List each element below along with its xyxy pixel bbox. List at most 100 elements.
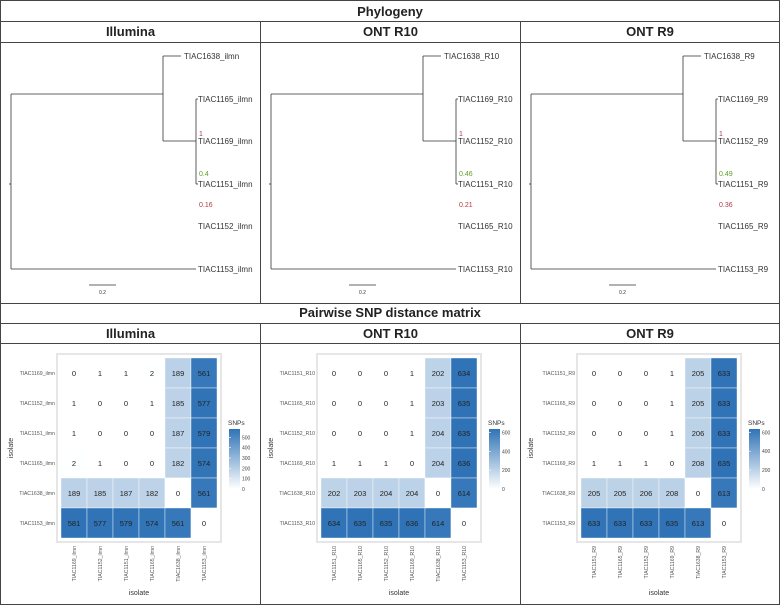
matrix-cell xyxy=(372,507,400,539)
tree-column-title: ONT R10 xyxy=(363,24,418,39)
matrix-cell xyxy=(86,417,114,449)
matrix-y-axis-title: isolate xyxy=(528,438,535,458)
matrix-cell-value: 0 xyxy=(618,399,622,408)
tree-leaf-label: TIAC1151_R9 xyxy=(718,180,769,189)
legend-colorbar xyxy=(749,429,760,489)
matrix-cell-value: 0 xyxy=(358,369,362,378)
tree-leaf-label: TIAC1153_R10 xyxy=(458,265,513,274)
matrix-cell xyxy=(164,387,192,419)
matrix-cell-value: 579 xyxy=(198,429,211,438)
matrix-cell-value: 1 xyxy=(644,459,648,468)
matrix-cell-value: 633 xyxy=(614,519,627,528)
tree-support-value: 0.4 xyxy=(199,171,209,178)
matrix-row-label: TIAC1153_ilmn xyxy=(20,521,55,527)
matrix-cell xyxy=(658,507,686,539)
tree-leaf-label: TIAC1152_ilmn xyxy=(198,222,253,231)
matrix-cell-value: 0 xyxy=(644,429,648,438)
tree-leaf-label: TIAC1638_R10 xyxy=(444,52,500,61)
matrix-cell-value: 635 xyxy=(718,459,731,468)
matrix-cell xyxy=(190,507,218,539)
snp-matrix-ont-r9: 0 0 0 1 205 633 0 0 0 1 205 633 0 0 0 1 206 633 1 1 1 0 208 635… xyxy=(528,353,771,597)
matrix-cell-value: 0 xyxy=(98,429,102,438)
matrix-cell-value: 636 xyxy=(458,459,471,468)
matrix-cell-value: 205 xyxy=(588,489,601,498)
matrix-cell-value: 0 xyxy=(618,369,622,378)
divider xyxy=(260,21,261,303)
legend-title: SNPs xyxy=(488,420,505,427)
matrix-cell-value: 635 xyxy=(354,519,367,528)
matrix-row-label: TIAC1169_R10 xyxy=(280,461,315,467)
matrix-cell-value: 1 xyxy=(384,459,388,468)
matrix-cell xyxy=(320,417,348,449)
matrix-cell-value: 0 xyxy=(150,459,154,468)
tree-support-value: 1 xyxy=(719,131,723,138)
matrix-cell xyxy=(86,507,114,539)
matrix-cell xyxy=(658,447,686,479)
matrix-cell-value: 1 xyxy=(358,459,362,468)
matrix-cell-value: 189 xyxy=(68,489,81,498)
matrix-cell xyxy=(60,357,88,389)
matrix-row-label: TIAC1169_ilmn xyxy=(20,371,55,377)
tree-support-value: 0.21 xyxy=(459,202,473,209)
matrix-col-label: TIAC1165_R10 xyxy=(358,546,364,581)
matrix-cell-value: 0 xyxy=(592,429,596,438)
tree-support-value: 0.49 xyxy=(719,171,733,178)
matrix-cell xyxy=(60,507,88,539)
matrix-cell-value: 0 xyxy=(618,429,622,438)
matrix-cell xyxy=(346,417,374,449)
matrix-cell-value: 1 xyxy=(98,369,102,378)
matrix-cell-value: 205 xyxy=(692,369,705,378)
tree-leaf-label: TIAC1153_ilmn xyxy=(198,265,253,274)
legend-tick-label: 200 xyxy=(762,468,771,474)
matrix-col-label: TIAC1638_R9 xyxy=(696,546,702,579)
matrix-cell-value: 633 xyxy=(588,519,601,528)
matrix-cell xyxy=(398,417,426,449)
matrix-cell-value: 182 xyxy=(146,489,159,498)
legend-tick-label: 400 xyxy=(762,449,771,455)
matrix-col-label: TIAC1169_ilmn xyxy=(72,546,78,581)
matrix-cell-value: 208 xyxy=(692,459,705,468)
matrix-cell-value: 0 xyxy=(124,399,128,408)
matrix-cell-value: 202 xyxy=(432,369,445,378)
matrix-col-label: TIAC1153_R9 xyxy=(722,546,728,579)
matrix-cell-value: 0 xyxy=(384,369,388,378)
matrix-col-label: TIAC1165_ilmn xyxy=(150,546,156,581)
matrix-col-label: TIAC1151_R9 xyxy=(592,546,598,579)
matrix-cell-value: 613 xyxy=(718,489,731,498)
tree-scale-label: 0.2 xyxy=(619,290,626,296)
matrix-cell-value: 633 xyxy=(718,369,731,378)
matrix-cell-value: 205 xyxy=(614,489,627,498)
matrix-x-axis-title: isolate xyxy=(389,590,409,597)
matrix-col-label: TIAC1169_R10 xyxy=(410,546,416,581)
matrix-cell xyxy=(190,387,218,419)
matrix-cell-value: 0 xyxy=(462,519,466,528)
matrix-col-label: TIAC1152_R9 xyxy=(644,546,650,579)
matrix-cell xyxy=(580,507,608,539)
matrix-row-label: TIAC1169_R9 xyxy=(543,461,576,467)
matrix-cell-value: 579 xyxy=(120,519,133,528)
matrix-cell-value: 0 xyxy=(72,369,76,378)
matrix-cell xyxy=(684,477,712,509)
matrix-cell-value: 203 xyxy=(354,489,367,498)
matrix-row-label: TIAC1638_ilmn xyxy=(19,491,55,497)
matrix-cell xyxy=(164,477,192,509)
tree-leaf-label: TIAC1153_R9 xyxy=(718,265,769,274)
matrix-cell xyxy=(632,387,660,419)
matrix-cell-value: 1 xyxy=(618,459,622,468)
matrix-cell xyxy=(710,387,738,419)
matrix-cell xyxy=(398,477,426,509)
matrix-row-label: TIAC1165_R9 xyxy=(543,401,576,407)
legend-tick-label: 200 xyxy=(242,466,251,472)
matrix-cell-value: 185 xyxy=(172,399,185,408)
matrix-row-label: TIAC1151_ilmn xyxy=(20,431,55,437)
matrix-column-title: ONT R10 xyxy=(363,326,418,341)
legend-colorbar xyxy=(229,429,240,489)
tree-leaf-label: TIAC1165_R9 xyxy=(718,222,769,231)
tree-leaf-label: TIAC1169_ilmn xyxy=(198,137,253,146)
matrix-cell-value: 1 xyxy=(410,369,414,378)
tree-column-title: Illumina xyxy=(105,24,156,39)
divider xyxy=(1,343,779,344)
phylogenetic-tree-illumina: TIAC1638_ilmn TIAC1165_ilmn TIAC1169_ilmn T… xyxy=(9,52,253,296)
phylogenetic-tree-ont-r10: TIAC1638_R10 TIAC1169_R10 TIAC1152_R10 TIAC… xyxy=(269,52,513,296)
matrix-x-axis-title: isolate xyxy=(129,590,149,597)
